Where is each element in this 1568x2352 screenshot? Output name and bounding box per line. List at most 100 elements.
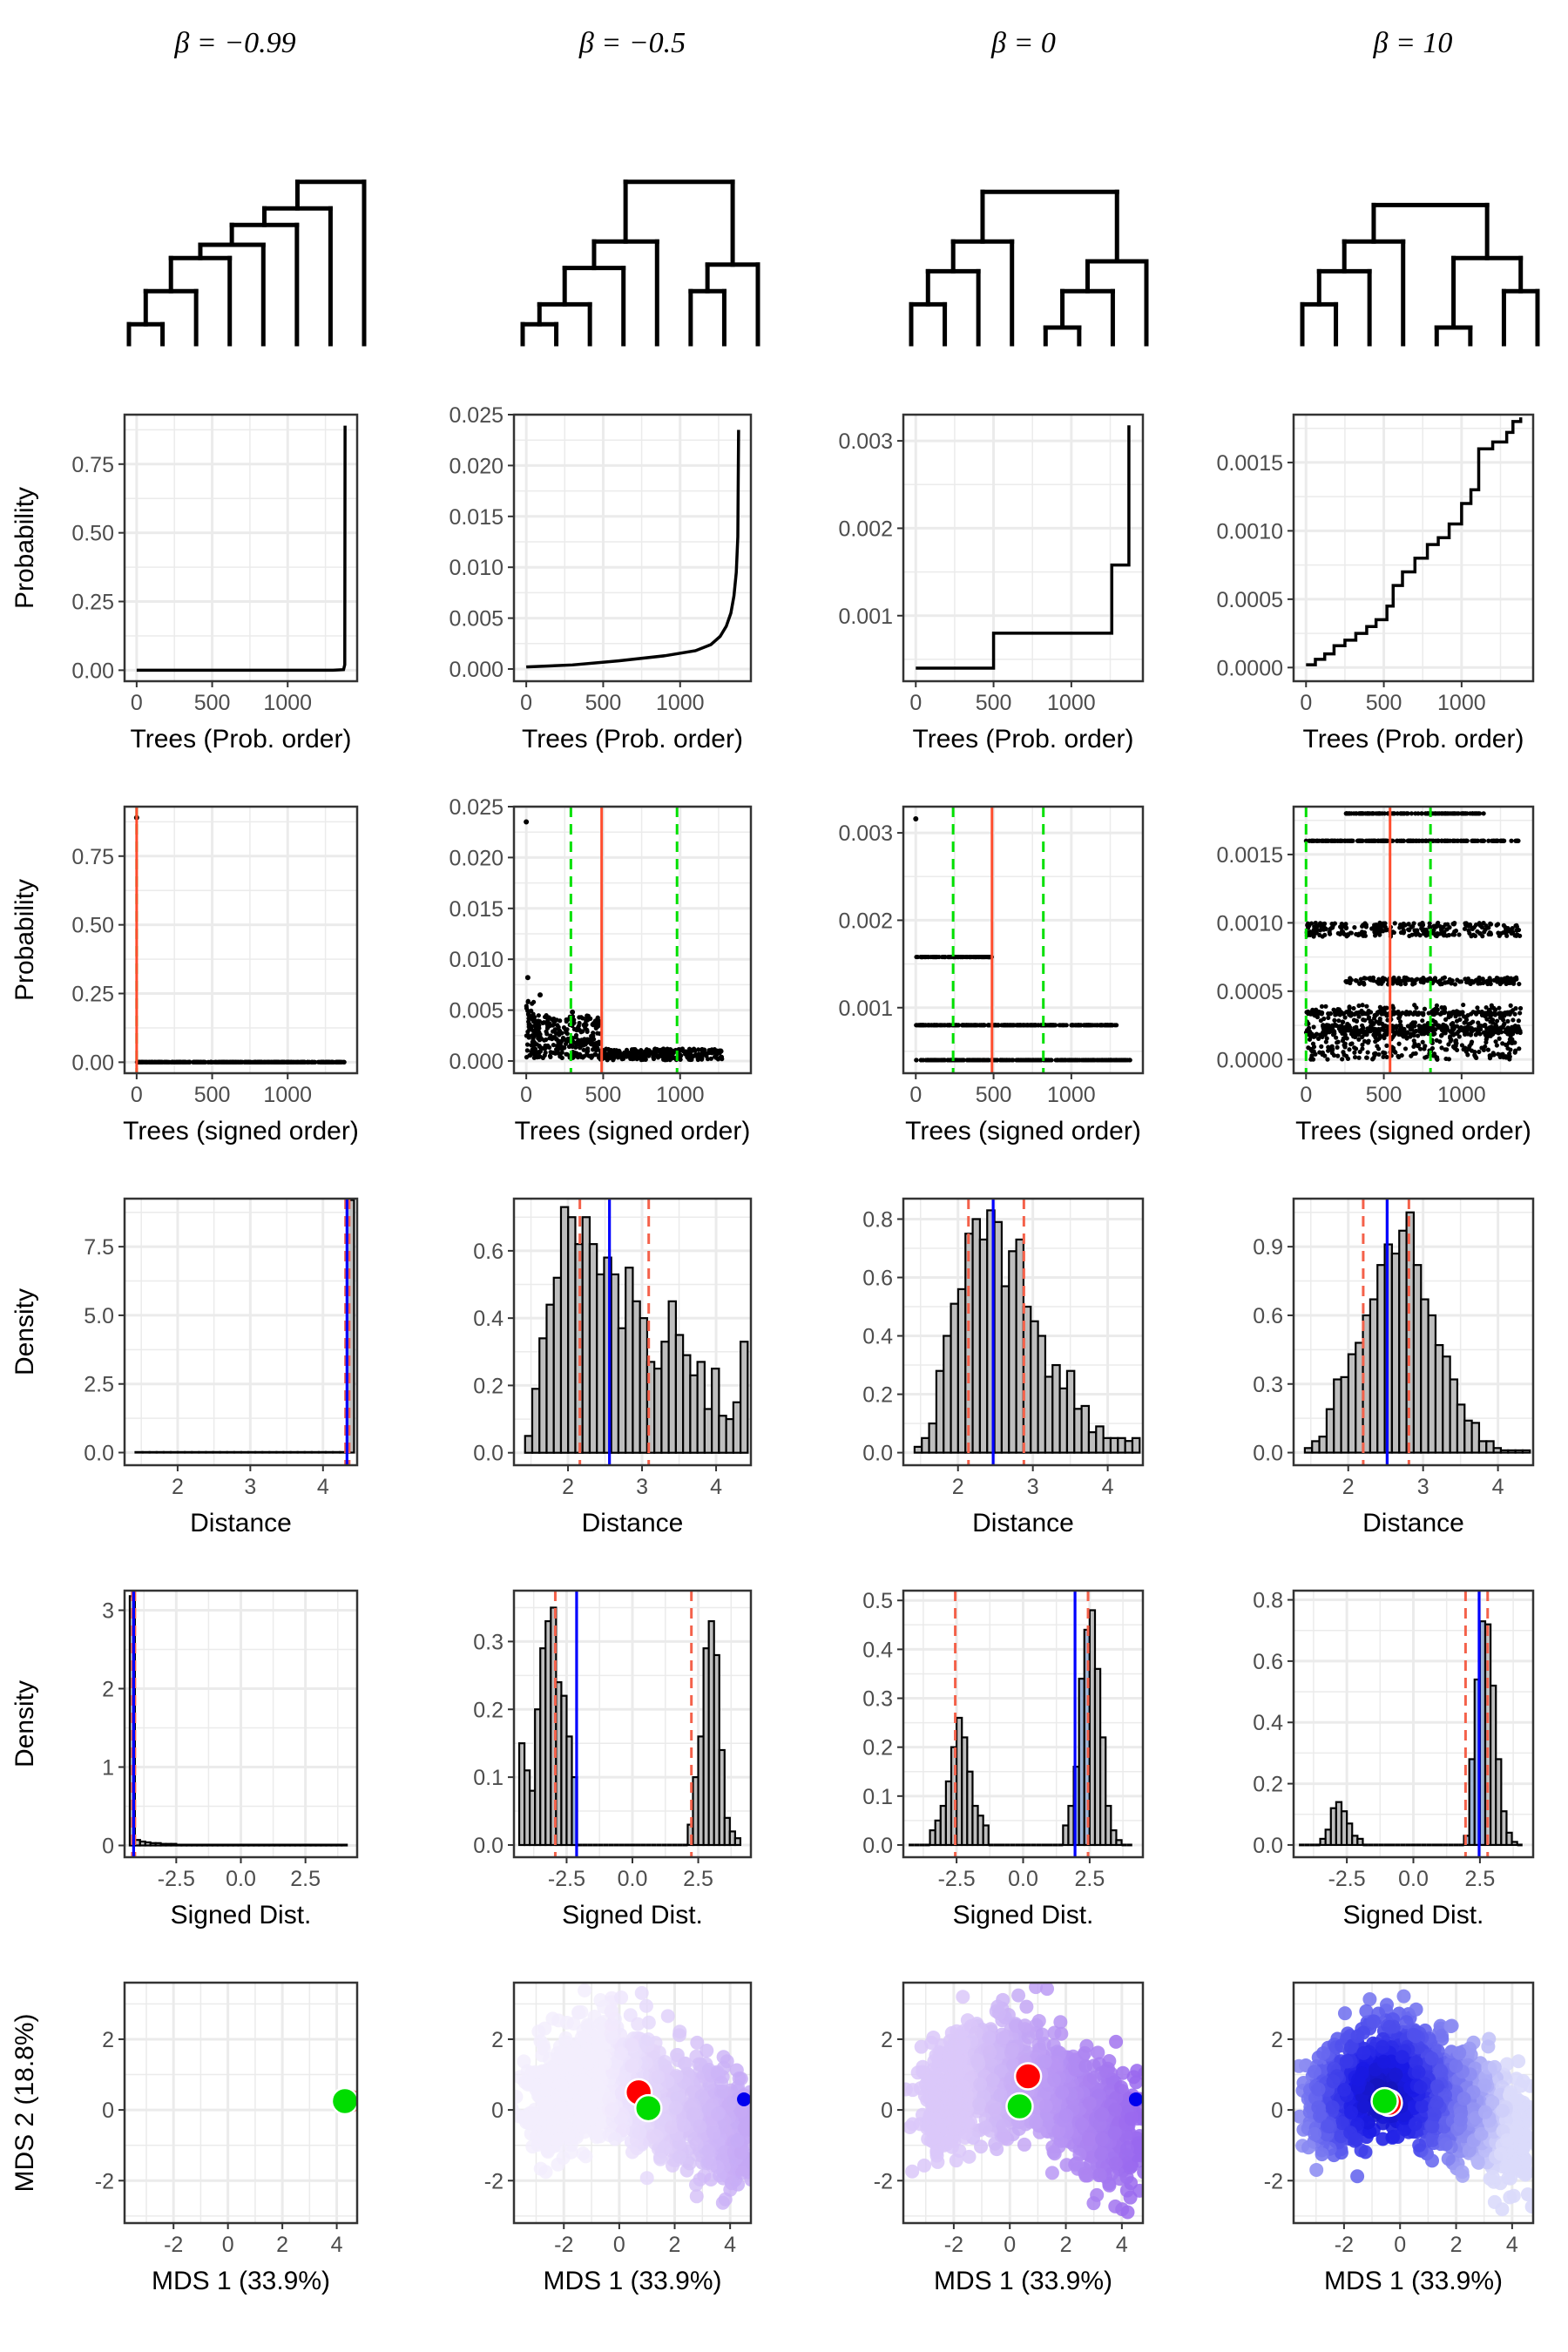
gridlines	[125, 1591, 357, 1857]
data-point	[1451, 811, 1457, 816]
data-point	[1380, 811, 1385, 816]
data-point	[1494, 1018, 1500, 1024]
data-point	[1396, 1010, 1402, 1017]
data-point	[545, 1043, 551, 1049]
plot-area	[330, 2086, 357, 2116]
data-point	[1490, 1028, 1497, 1033]
data-point	[1098, 1023, 1104, 1028]
data-point	[1420, 1018, 1425, 1024]
dendrogram	[909, 189, 1149, 347]
data-point	[1356, 1037, 1362, 1042]
data-point	[1497, 1005, 1502, 1010]
y-tick-label: 0.015	[449, 897, 504, 922]
data-point	[1508, 929, 1513, 934]
y-tick-label: 0.000	[449, 1050, 504, 1074]
data-point	[973, 1023, 978, 1028]
data-point	[986, 1058, 991, 1063]
data-point	[1315, 1036, 1321, 1041]
data-point	[1474, 1011, 1479, 1017]
data-point	[1308, 1057, 1314, 1062]
data-point	[1401, 928, 1406, 933]
data-point	[1463, 1017, 1470, 1023]
histogram-bar	[176, 1450, 186, 1454]
y-tick-label: 0.002	[838, 517, 893, 541]
data-point	[1321, 838, 1326, 843]
x-tick-label: 0.0	[1008, 1867, 1038, 1891]
y-tick-label: 0.010	[449, 556, 504, 580]
data-point	[1420, 921, 1425, 926]
data-point	[1414, 838, 1419, 843]
data-point	[1374, 1030, 1379, 1035]
series-line	[136, 425, 347, 672]
x-axis-label: Signed Dist.	[953, 1901, 1094, 1930]
data-point	[1072, 1058, 1078, 1063]
histogram-bar	[639, 1317, 649, 1454]
data-point	[1113, 1023, 1119, 1028]
plot-panel-mds: -2 0 2 4 -2 0 2 MDS 1 (33.9%) MDS 2 (18.8%)	[10, 1981, 359, 2295]
histogram-bar	[1500, 1810, 1508, 1847]
data-point	[1304, 1010, 1309, 1015]
data-point	[1024, 1058, 1030, 1063]
panel-border	[123, 1981, 359, 2225]
data-point	[1504, 1030, 1510, 1035]
data-point	[595, 1016, 600, 1021]
data-point	[1102, 1058, 1107, 1063]
data-point	[186, 1059, 192, 1064]
series-line	[526, 429, 740, 669]
data-point	[1322, 932, 1328, 937]
data-point	[182, 1059, 187, 1064]
plot-panel-prob_order: 0 500 1000 0.000 0.005 0.010 0.015 0.020 0.025 Tr…	[449, 403, 753, 754]
data-point	[630, 1053, 635, 1058]
data-point	[1501, 1017, 1506, 1023]
y-tick-label: 0.25	[71, 591, 114, 615]
data-point	[527, 1027, 532, 1032]
data-point	[320, 1059, 326, 1064]
histogram-bar	[1434, 1344, 1444, 1454]
data-point	[1433, 1027, 1438, 1032]
gridlines	[903, 807, 1143, 1073]
data-point	[1490, 838, 1496, 843]
data-point	[1469, 1048, 1475, 1053]
data-point	[1060, 1023, 1065, 1028]
x-axis-label: Trees (Prob. order)	[913, 725, 1134, 754]
data-point	[1442, 1006, 1447, 1011]
plot-area	[913, 807, 1132, 1073]
data-point	[1461, 1047, 1466, 1052]
data-point	[1464, 838, 1470, 843]
data-point	[1335, 1040, 1340, 1045]
data-point	[1480, 977, 1485, 982]
data-point	[1421, 980, 1426, 985]
data-point	[1354, 1018, 1359, 1024]
data-point	[576, 1041, 582, 1046]
panel-background	[125, 415, 357, 681]
data-point	[1305, 923, 1310, 928]
data-point	[1475, 838, 1481, 843]
data-point	[974, 1058, 979, 1063]
data-point	[943, 954, 948, 960]
x-tick-label: -2.5	[1328, 1867, 1366, 1891]
data-point	[544, 1014, 550, 1019]
data-point	[934, 954, 939, 960]
data-point	[564, 1017, 569, 1023]
histogram-bar	[928, 1422, 937, 1454]
histogram-bar	[1037, 1335, 1047, 1454]
data-point	[274, 1059, 279, 1064]
data-point	[1332, 1010, 1338, 1015]
data-point	[1456, 838, 1461, 843]
x-tick-label: 0	[520, 691, 532, 715]
data-point	[585, 1014, 590, 1019]
x-tick-label: 500	[585, 1083, 622, 1107]
histogram-bar	[1087, 1431, 1098, 1454]
y-tick-label: 0.5	[862, 1589, 893, 1613]
data-point	[1348, 1028, 1354, 1033]
point-cloud	[1303, 811, 1524, 1062]
histogram-bar	[332, 1450, 341, 1454]
data-point	[1365, 1050, 1370, 1055]
data-point	[1477, 976, 1482, 981]
data-point	[1505, 1045, 1511, 1051]
data-point	[1318, 923, 1324, 929]
data-point	[236, 1059, 241, 1064]
plot-panel-signed_order: 0 500 1000 0.00 0.25 0.50 0.75 Trees (signed or…	[10, 805, 359, 1146]
histogram-bar	[1058, 1387, 1069, 1454]
data-point	[334, 1059, 339, 1064]
